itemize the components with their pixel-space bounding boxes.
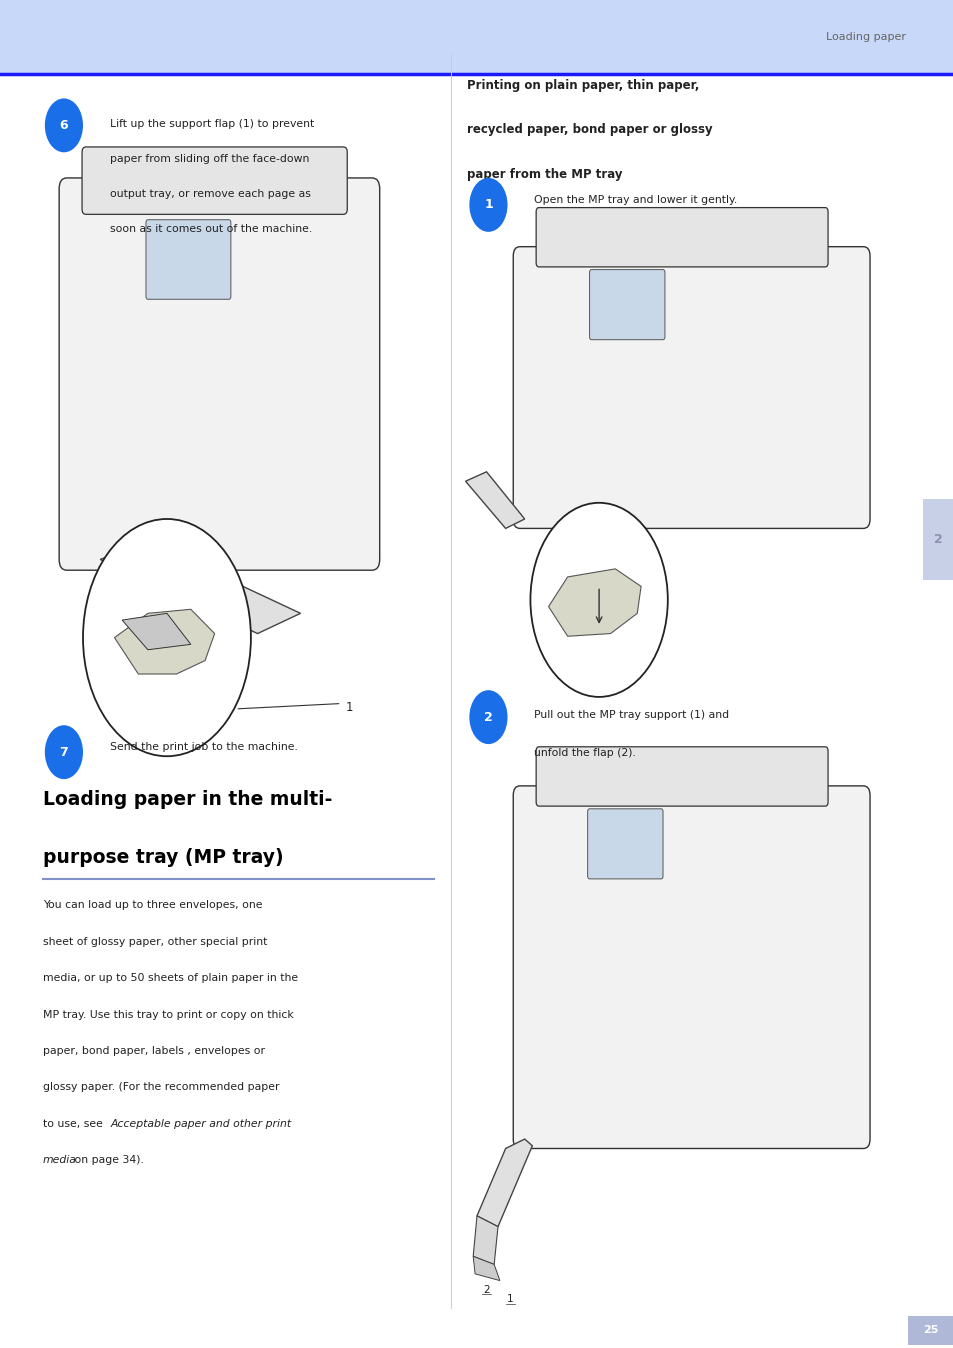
Text: on page 34).: on page 34).	[71, 1155, 144, 1165]
Text: 2: 2	[933, 532, 943, 546]
Text: MP tray. Use this tray to print or copy on thick: MP tray. Use this tray to print or copy …	[43, 1010, 294, 1019]
FancyBboxPatch shape	[59, 178, 379, 570]
Polygon shape	[548, 569, 640, 636]
Text: paper from sliding off the face-down: paper from sliding off the face-down	[110, 154, 309, 163]
Polygon shape	[122, 613, 191, 650]
Text: 2: 2	[483, 710, 493, 724]
Polygon shape	[476, 1139, 532, 1227]
Text: purpose tray (MP tray): purpose tray (MP tray)	[43, 848, 283, 867]
Text: media: media	[43, 1155, 77, 1165]
Text: 6: 6	[59, 119, 69, 132]
Text: Acceptable paper and other print: Acceptable paper and other print	[111, 1119, 292, 1128]
FancyBboxPatch shape	[536, 747, 827, 806]
Polygon shape	[114, 609, 214, 674]
Circle shape	[469, 690, 507, 744]
Circle shape	[45, 725, 83, 779]
FancyBboxPatch shape	[146, 220, 231, 299]
Polygon shape	[465, 472, 524, 528]
Text: recycled paper, bond paper or glossy: recycled paper, bond paper or glossy	[467, 123, 712, 136]
FancyBboxPatch shape	[513, 786, 869, 1148]
Text: Printing on plain paper, thin paper,: Printing on plain paper, thin paper,	[467, 78, 700, 92]
Text: Loading paper in the multi-: Loading paper in the multi-	[43, 790, 332, 809]
Text: soon as it comes out of the machine.: soon as it comes out of the machine.	[110, 224, 312, 233]
Text: You can load up to three envelopes, one: You can load up to three envelopes, one	[43, 900, 262, 910]
Text: sheet of glossy paper, other special print: sheet of glossy paper, other special pri…	[43, 937, 267, 946]
Text: Loading paper: Loading paper	[825, 32, 905, 42]
Text: glossy paper. (For the recommended paper: glossy paper. (For the recommended paper	[43, 1082, 279, 1092]
Text: output tray, or remove each page as: output tray, or remove each page as	[110, 189, 311, 198]
FancyBboxPatch shape	[923, 499, 953, 580]
Polygon shape	[473, 1216, 497, 1264]
FancyBboxPatch shape	[513, 247, 869, 528]
Text: paper from the MP tray: paper from the MP tray	[467, 167, 622, 181]
Text: 1: 1	[345, 701, 353, 714]
Polygon shape	[473, 1256, 499, 1281]
FancyBboxPatch shape	[82, 147, 347, 214]
Text: Lift up the support flap (1) to prevent: Lift up the support flap (1) to prevent	[110, 119, 314, 128]
Text: Pull out the MP tray support (1) and: Pull out the MP tray support (1) and	[534, 710, 729, 720]
Text: 1: 1	[483, 198, 493, 212]
FancyBboxPatch shape	[0, 0, 953, 74]
Circle shape	[83, 519, 251, 756]
Text: paper, bond paper, labels , envelopes or: paper, bond paper, labels , envelopes or	[43, 1046, 265, 1055]
Text: 25: 25	[923, 1325, 938, 1336]
FancyBboxPatch shape	[907, 1316, 953, 1345]
FancyBboxPatch shape	[587, 809, 662, 879]
Circle shape	[45, 98, 83, 152]
Text: unfold the flap (2).: unfold the flap (2).	[534, 748, 636, 758]
Text: media, or up to 50 sheets of plain paper in the: media, or up to 50 sheets of plain paper…	[43, 973, 297, 983]
Text: Send the print job to the machine.: Send the print job to the machine.	[110, 741, 297, 752]
Text: 2: 2	[483, 1285, 489, 1295]
FancyBboxPatch shape	[589, 270, 664, 340]
Text: 1: 1	[507, 1294, 513, 1305]
Polygon shape	[100, 542, 300, 634]
Text: to use, see: to use, see	[43, 1119, 106, 1128]
Circle shape	[469, 178, 507, 232]
Text: Open the MP tray and lower it gently.: Open the MP tray and lower it gently.	[534, 194, 737, 205]
FancyBboxPatch shape	[536, 208, 827, 267]
Polygon shape	[186, 563, 224, 609]
Text: 7: 7	[59, 745, 69, 759]
Circle shape	[530, 503, 667, 697]
